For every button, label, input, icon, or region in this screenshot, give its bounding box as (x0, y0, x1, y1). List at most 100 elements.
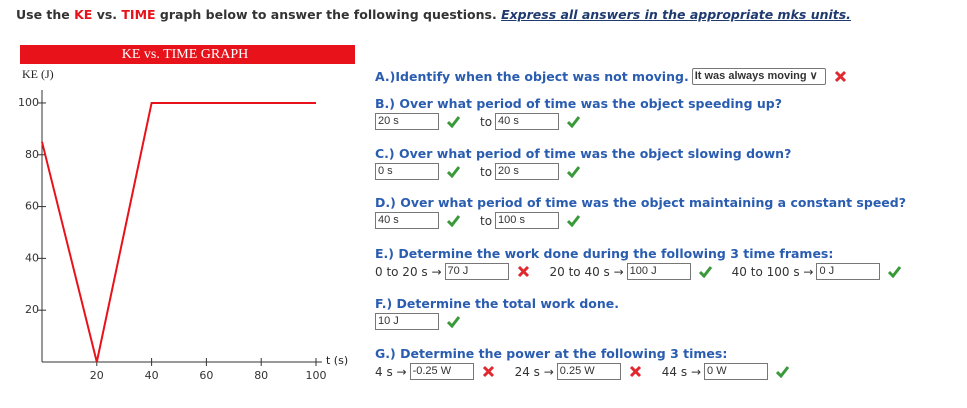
question-label: D.) (375, 195, 396, 210)
instr-text: graph below to answer the following ques… (155, 7, 502, 22)
x-tick-label: 80 (254, 369, 268, 382)
question-title: E.) Determine the work done during the f… (375, 246, 909, 261)
answer-prefix: 40 to 100 s → (731, 264, 814, 279)
answer-input[interactable]: 20 s (375, 113, 439, 130)
question-text: Over what period of time was the object … (399, 146, 792, 161)
check-icon (567, 166, 581, 178)
question-text: Determine the power at the following 3 t… (400, 346, 728, 361)
check-icon (447, 215, 460, 227)
x-tick-label: 100 (306, 369, 327, 382)
question-text: Determine the work done during the follo… (398, 246, 834, 261)
instr-time: TIME (121, 7, 156, 22)
answer-input[interactable]: -0.25 W (409, 363, 474, 380)
answer-input[interactable]: 0 J (816, 263, 881, 280)
question: E.) Determine the work done during the f… (375, 246, 909, 280)
question: B.) Over what period of time was the obj… (375, 96, 782, 130)
answer-prefix: 44 s → (661, 364, 702, 379)
icon-path (834, 70, 846, 83)
answer-row: 4 s → -0.25 W 24 s → 0.25 W 44 s → 0 W (375, 363, 797, 380)
question-label: G.) (375, 346, 396, 361)
icon-path (698, 266, 712, 278)
answer-row: 10 J (375, 313, 619, 330)
x-tick-label: 20 (90, 369, 104, 382)
y-tick-label: 40 (25, 251, 39, 264)
question-text: Over what period of time was the object … (399, 96, 782, 111)
x-axis-label: t (s) (326, 354, 348, 367)
cross-icon (482, 365, 494, 378)
cross-icon (517, 265, 529, 278)
cross-icon (834, 70, 846, 83)
answer-select[interactable]: It was always moving ∨ (691, 68, 826, 85)
check-icon (776, 366, 790, 378)
icon-path (567, 215, 581, 227)
instr-emphasis: Express all answers in the appropriate m… (501, 7, 851, 22)
icon-path (888, 266, 902, 278)
y-tick-label: 80 (25, 148, 39, 161)
question-title: D.) Over what period of time was the obj… (375, 195, 906, 210)
x-tick-label: 60 (199, 369, 213, 382)
check-icon (567, 116, 581, 128)
question-label: E.) (375, 246, 395, 261)
y-tick-label: 100 (18, 96, 39, 109)
answer-prefix: to (480, 164, 493, 179)
question-title: F.) Determine the total work done. (375, 296, 619, 311)
check-icon (447, 316, 460, 328)
answer-input[interactable]: 10 J (375, 313, 439, 330)
answer-input[interactable]: 0 W (704, 363, 769, 380)
answer-input[interactable]: 0.25 W (556, 363, 621, 380)
icon-path (447, 215, 460, 227)
check-icon (447, 116, 460, 128)
answer-input[interactable]: 20 s (495, 163, 560, 180)
check-icon (447, 166, 460, 178)
question: F.) Determine the total work done. 10 J (375, 296, 619, 330)
answer-prefix: to (480, 114, 493, 129)
question: A.) Identify when the object was not mov… (375, 68, 855, 85)
icon-path (447, 116, 460, 128)
answer-row: 0 to 20 s → 70 J 20 to 40 s → 100 J 40 to 10… (375, 263, 909, 280)
question-text: Identify when the object was not moving. (395, 69, 689, 84)
instr-text: vs. (92, 7, 122, 22)
question: D.) Over what period of time was the obj… (375, 195, 906, 229)
answer-prefix: 0 to 20 s → (375, 264, 442, 279)
icon-path (567, 116, 581, 128)
icon-path (629, 365, 641, 378)
y-tick-label: 60 (25, 200, 39, 213)
check-icon (567, 215, 581, 227)
answer-prefix: to (480, 213, 493, 228)
question-title: G.) Determine the power at the following… (375, 346, 797, 361)
question-label: F.) (375, 296, 393, 311)
graph: KE vs. TIME GRAPH KE (J) t (s) 20 40 60 80 1… (18, 45, 355, 382)
answer-input[interactable]: 100 J (626, 263, 691, 280)
instr-ke: KE (74, 7, 93, 22)
answer-input[interactable]: 0 s (375, 163, 439, 180)
y-tick-label: 20 (25, 303, 39, 316)
answer-row: 0 s to 20 s (375, 163, 791, 180)
question-label: B.) (375, 96, 395, 111)
icon-path (567, 166, 581, 178)
question: C.) Over what period of time was the obj… (375, 146, 791, 180)
question-title: B.) Over what period of time was the obj… (375, 96, 782, 111)
answer-input[interactable]: 40 s (495, 113, 560, 130)
question-label: A.) (375, 69, 396, 84)
ke-line (41, 101, 316, 363)
graph-title: KE vs. TIME GRAPH (122, 47, 249, 62)
x-tick-label: 40 (145, 369, 159, 382)
cross-icon (629, 365, 641, 378)
check-icon (698, 266, 712, 278)
question-title: C.) Over what period of time was the obj… (375, 146, 791, 161)
instr-text: Use the (16, 7, 75, 22)
check-icon (888, 266, 902, 278)
question: G.) Determine the power at the following… (375, 346, 797, 380)
title-bar (20, 45, 355, 64)
icon-path (447, 166, 460, 178)
answer-input[interactable]: 100 s (495, 212, 560, 229)
answer-prefix: 24 s → (514, 364, 554, 379)
y-axis-label: KE (J) (22, 67, 54, 81)
answer-input[interactable]: 40 s (375, 212, 439, 229)
answer-input[interactable]: 70 J (444, 263, 509, 280)
question-text: Determine the total work done. (396, 296, 619, 311)
icon-path (517, 265, 529, 278)
question-text: Over what period of time was the object … (400, 195, 906, 210)
icon-path (447, 316, 460, 328)
